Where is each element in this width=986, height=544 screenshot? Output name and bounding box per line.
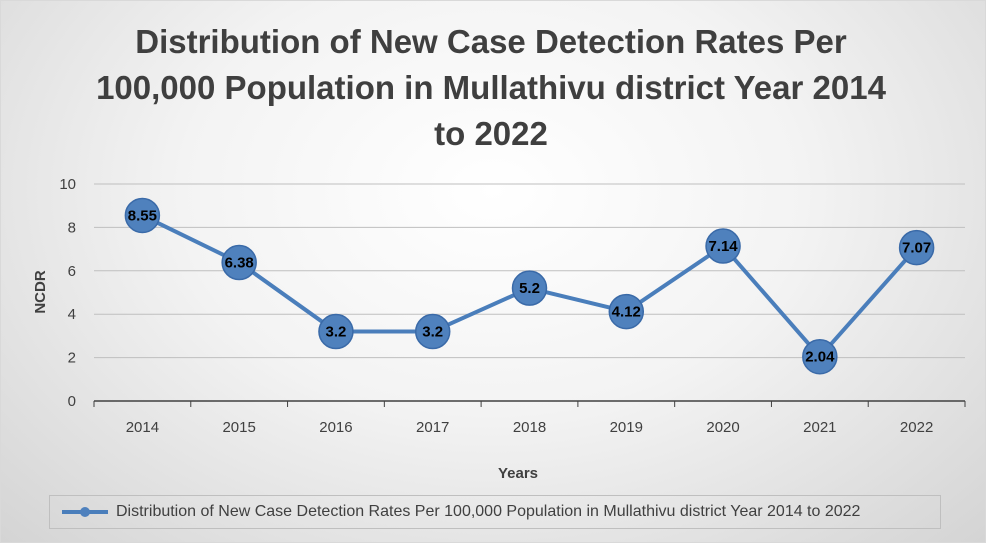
data-point — [221, 244, 257, 281]
data-label: 8.55 — [128, 207, 157, 224]
y-tick-label: 6 — [68, 263, 76, 280]
data-label: 6.38 — [225, 255, 254, 272]
data-point — [802, 338, 838, 375]
x-tick-label: 2018 — [513, 419, 546, 436]
data-point — [608, 293, 645, 330]
y-tick-label: 2 — [68, 350, 76, 367]
data-label: 3.2 — [326, 324, 347, 341]
data-label: 3.2 — [422, 324, 443, 341]
data-point — [511, 270, 548, 306]
legend-line-marker — [62, 507, 108, 517]
chart-title: Distribution of New Case Detection Rates… — [96, 23, 886, 152]
x-tick-label: 2022 — [900, 419, 933, 436]
y-tick-label: 4 — [68, 306, 76, 323]
legend-entry: Distribution of New Case Detection Rates… — [116, 503, 861, 520]
x-tick-label: 2014 — [126, 419, 159, 436]
data-label: 2.04 — [805, 349, 835, 366]
x-tick-label: 2015 — [222, 419, 255, 436]
x-axis-title: Years — [498, 465, 538, 482]
x-tick-label: 2017 — [416, 419, 449, 436]
data-point — [898, 229, 935, 266]
y-tick-label: 8 — [68, 219, 76, 236]
data-point — [705, 228, 741, 264]
data-label: 5.2 — [519, 280, 540, 297]
data-point — [414, 313, 451, 350]
x-tick-label: 2020 — [706, 419, 739, 436]
data-point — [124, 197, 161, 234]
y-tick-label: 10 — [59, 176, 76, 193]
y-tick-label: 0 — [68, 393, 76, 410]
data-point — [318, 313, 354, 350]
x-tick-label: 2016 — [319, 419, 352, 436]
data-label: 7.14 — [708, 238, 738, 255]
y-axis-title: NCDR — [32, 270, 49, 313]
x-tick-label: 2019 — [610, 419, 643, 436]
x-tick-label: 2021 — [803, 419, 836, 436]
data-label: 7.07 — [902, 240, 931, 257]
legend: Distribution of New Case Detection Rates… — [49, 495, 941, 529]
data-label: 4.12 — [612, 304, 641, 321]
